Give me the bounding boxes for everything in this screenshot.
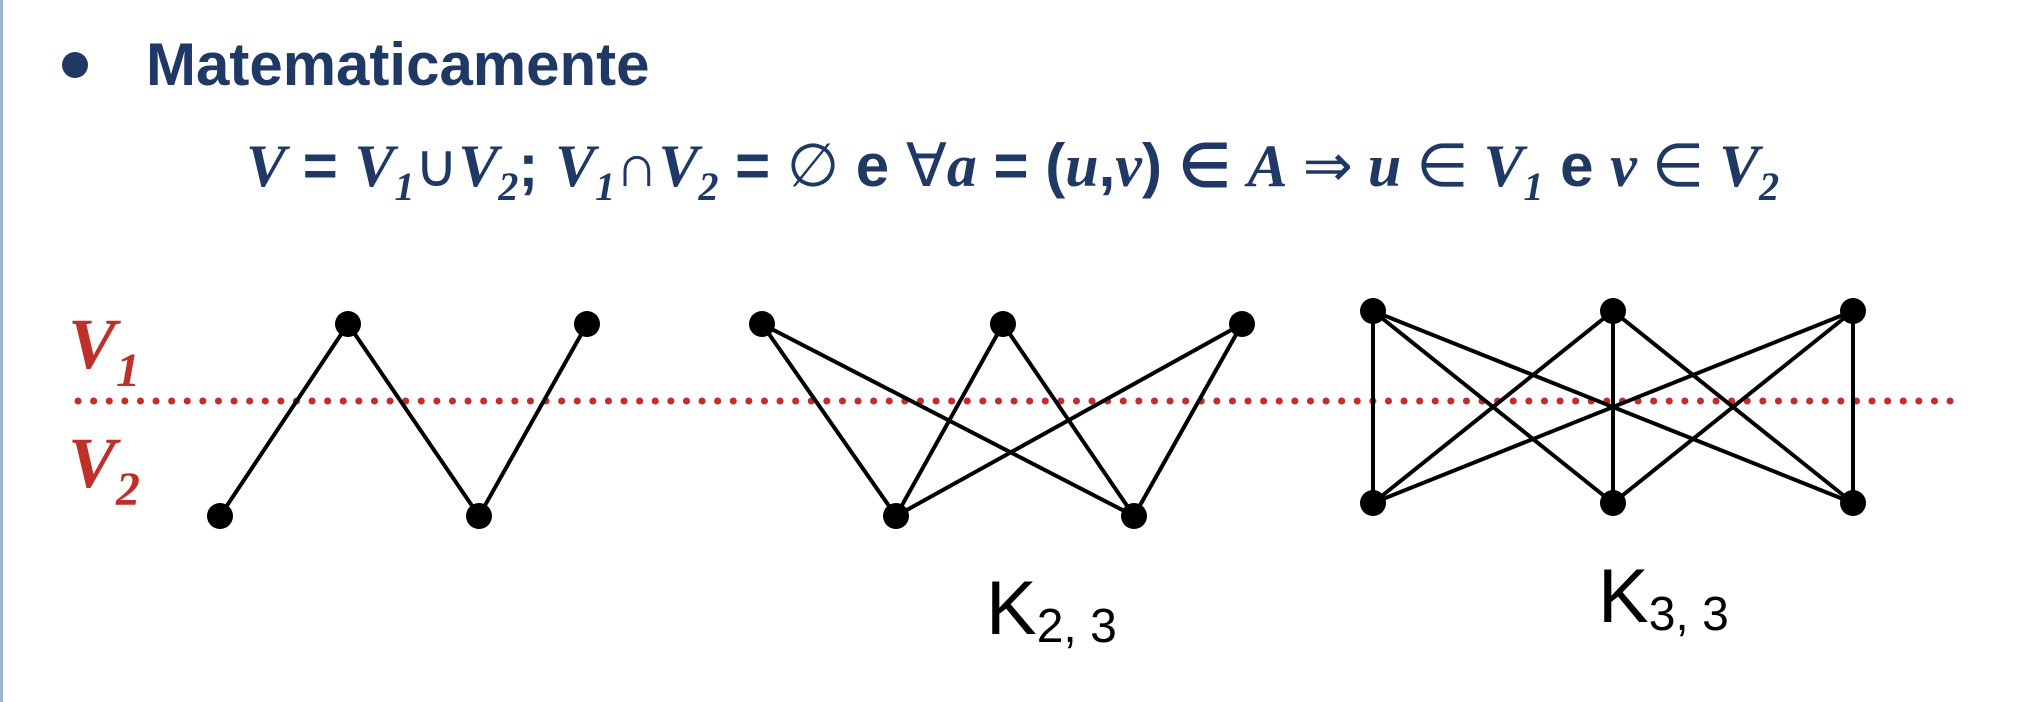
formula-sub: 1 (1523, 164, 1544, 209)
edge (760, 322, 898, 518)
slide-left-border (0, 0, 3, 702)
partition-labels: V1 V2 (68, 304, 140, 516)
formula-eq: = (286, 132, 355, 199)
graph-k23-vertices (749, 311, 1255, 529)
formula-eq: = (718, 132, 787, 199)
formula-u: u (1065, 133, 1099, 199)
formula-empty-set: ∅ (786, 133, 840, 199)
edge (1371, 309, 1615, 505)
vertex (990, 311, 1016, 337)
vertex (1600, 298, 1626, 324)
graph-k33-vertices (1360, 298, 1866, 516)
bullet-item: Matematicamente (62, 30, 650, 100)
formula-v2: V (458, 133, 499, 199)
formula-v1: V (555, 133, 596, 199)
formula-u: u (1367, 133, 1402, 199)
formula-in: ) ∈ (1141, 132, 1248, 199)
edge (894, 323, 1005, 517)
formula-v2: V (1719, 133, 1760, 199)
edge (1132, 323, 1244, 517)
vertex (466, 503, 492, 529)
heading: Matematicamente (146, 31, 650, 98)
formula-in: ∈ (1636, 133, 1720, 199)
formula-v2: V (658, 133, 699, 199)
formula-and: e (1543, 132, 1611, 199)
vertex (1360, 490, 1386, 516)
vertex (1229, 311, 1255, 337)
graph-k33 (1371, 309, 1855, 505)
formula-v-lower: v (1610, 133, 1637, 199)
vertex (1121, 503, 1147, 529)
edge (218, 322, 350, 518)
formula-sub: 2 (698, 164, 719, 209)
formula-semicolon: ; (518, 132, 556, 199)
formula-v1: V (1483, 133, 1524, 199)
formula-comma: , (1098, 132, 1116, 199)
formula-v1: V (354, 133, 395, 199)
vertex (207, 503, 233, 529)
formula-sub: 1 (394, 164, 415, 209)
edge (1372, 309, 1854, 505)
formula-edge-set: A (1247, 133, 1288, 199)
edge (895, 322, 1243, 518)
vertex (1840, 490, 1866, 516)
formula-forall: ∀ (905, 133, 947, 199)
k33-label: K3, 3 (1598, 554, 1729, 641)
v2-label: V2 (68, 423, 140, 516)
formula-v-lower: v (1115, 133, 1142, 199)
bullet-dot-icon (62, 52, 88, 78)
formula-sub: 2 (1759, 164, 1780, 209)
graph-k23 (760, 322, 1244, 518)
formula-and: e (839, 132, 906, 199)
graph-path (218, 322, 589, 518)
formula-sub: 1 (595, 164, 616, 209)
vertex (1600, 490, 1626, 516)
k23-label: K2, 3 (986, 566, 1117, 653)
v1-label: V1 (68, 304, 140, 397)
formula-sub: 2 (498, 164, 519, 209)
edge (346, 322, 481, 518)
edge (1611, 309, 1855, 505)
formula-a: a (946, 133, 977, 199)
formula-union: ∪ (414, 133, 459, 199)
vertex (1840, 298, 1866, 324)
vertex (335, 311, 361, 337)
vertex (883, 503, 909, 529)
vertex (1360, 298, 1386, 324)
formula-implies: ⇒ (1287, 133, 1368, 199)
vertex (749, 311, 775, 337)
bipartite-formula: V = V1∪V2; V1∩V2 = ∅ e ∀a = (u,v) ∈ A ⇒ … (246, 126, 1780, 209)
edge (477, 323, 589, 517)
formula-in: ∈ (1401, 133, 1484, 199)
vertex (574, 311, 600, 337)
graph-path-vertices (207, 311, 600, 529)
formula-intersection: ∩ (615, 133, 659, 199)
formula-v: V (246, 133, 287, 199)
formula-eq: = ( (976, 132, 1066, 199)
